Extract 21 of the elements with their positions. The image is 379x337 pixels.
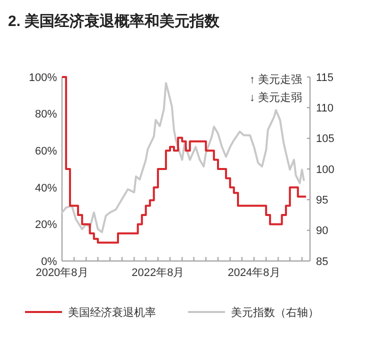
chart-title: 2. 美国经济衰退概率和美元指数 [8,12,221,30]
y-tick-label: 60% [34,145,58,158]
y-tick-label: 20% [34,219,58,232]
annotation: ↓ 美元走弱 [249,91,302,104]
y-tick-label: 100% [28,72,58,84]
legend-label: 美元指数（右轴） [231,306,319,319]
y2-tick-label: 90 [316,225,328,238]
legend-label: 美国经济衰退机率 [68,306,156,319]
y2-tick-label: 105 [316,133,334,146]
y-tick-label: 80% [34,108,58,121]
y2-tick-label: 115 [316,72,334,84]
x-tick-label: 2022年8月 [132,267,184,279]
y-tick-label: 40% [34,182,58,194]
annotation: ↑ 美元走强 [249,73,302,86]
y2-tick-label: 95 [316,194,328,207]
y2-tick-label: 85 [316,256,328,268]
x-tick-label: 2020年8月 [36,267,88,279]
y2-tick-label: 100 [316,164,334,176]
y-tick-label: 0% [41,256,58,268]
x-tick-label: 2024年8月 [228,267,280,279]
y2-tick-label: 110 [316,102,334,115]
